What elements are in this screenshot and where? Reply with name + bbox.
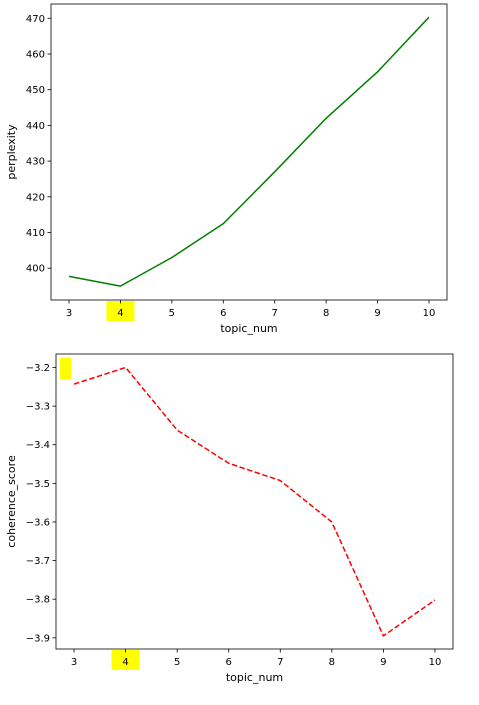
x-tick-highlight bbox=[111, 650, 140, 670]
x-tick-label: 4 bbox=[117, 308, 123, 319]
plot-frame bbox=[55, 353, 454, 650]
y-tick-label: 400 bbox=[26, 264, 45, 275]
x-tick-label: 5 bbox=[169, 308, 175, 319]
y-tick-label: 450 bbox=[26, 85, 45, 96]
x-axis-title: topic_num bbox=[220, 322, 277, 335]
y-tick-label: −3.8 bbox=[26, 595, 50, 606]
y-tick-label: −3.4 bbox=[26, 440, 50, 451]
y-tick-label: 410 bbox=[26, 228, 45, 239]
y-tick-label: −3.7 bbox=[26, 556, 50, 567]
x-tick-label: 3 bbox=[71, 657, 77, 668]
x-tick-label: 10 bbox=[429, 657, 442, 668]
x-tick-label: 6 bbox=[226, 657, 232, 668]
y-ticks: 400 410 420 430 440 450 460 470 bbox=[26, 14, 51, 275]
y-tick-label: 460 bbox=[26, 49, 45, 60]
x-ticks: 3 4 5 6 7 8 9 10 bbox=[66, 300, 436, 319]
highlight-layer bbox=[60, 357, 140, 670]
y-tick-label: 430 bbox=[26, 157, 45, 168]
highlight-layer bbox=[106, 301, 135, 321]
x-tick-label: 7 bbox=[277, 657, 283, 668]
y-tick-label: −3.2 bbox=[26, 363, 50, 374]
y-axis-title: coherence_score bbox=[5, 455, 18, 548]
x-tick-label: 5 bbox=[174, 657, 180, 668]
y-tick-label: 470 bbox=[26, 14, 45, 25]
x-tick-label: 10 bbox=[423, 308, 436, 319]
y-tick-label: −3.6 bbox=[26, 517, 50, 528]
x-axis-title: topic_num bbox=[226, 671, 283, 684]
y-tick-label: −3.5 bbox=[26, 479, 50, 490]
plot-frame bbox=[50, 3, 448, 301]
x-tick-label: 9 bbox=[380, 657, 386, 668]
x-tick-label: 8 bbox=[329, 657, 335, 668]
perplexity-chart: 3 4 5 6 7 8 9 10 400 410 420 430 440 450 460 470 topic… bbox=[5, 3, 448, 335]
y-tick-label: 420 bbox=[26, 192, 45, 203]
series-line bbox=[68, 16, 430, 287]
series-layer bbox=[68, 16, 430, 287]
coherence-chart: 3 4 5 6 7 8 9 10 −3.2−3.3−3.4−3.5−3.6−3.7−3.8−3… bbox=[5, 353, 454, 684]
y-ticks: −3.2 −3.3 −3.4 −3.5 −3.6 −3.7 −3.8 −3.9 bbox=[26, 363, 56, 644]
x-ticks: 3 4 5 6 7 8 9 10 bbox=[71, 649, 441, 668]
y-highlight-marker bbox=[60, 357, 71, 380]
series-layer bbox=[73, 366, 436, 637]
x-tick-highlight bbox=[106, 301, 135, 321]
x-tick-label: 7 bbox=[272, 308, 278, 319]
x-tick-label: 3 bbox=[66, 308, 72, 319]
y-axis-title: perplexity bbox=[5, 124, 18, 180]
y-tick-label: −3.3 bbox=[26, 402, 50, 413]
series-line bbox=[73, 366, 436, 637]
x-tick-label: 8 bbox=[323, 308, 329, 319]
y-tick-label: −3.9 bbox=[26, 633, 50, 644]
x-tick-label: 4 bbox=[122, 657, 128, 668]
x-tick-label: 9 bbox=[374, 308, 380, 319]
x-tick-label: 6 bbox=[220, 308, 226, 319]
y-tick-label: 440 bbox=[26, 121, 45, 132]
